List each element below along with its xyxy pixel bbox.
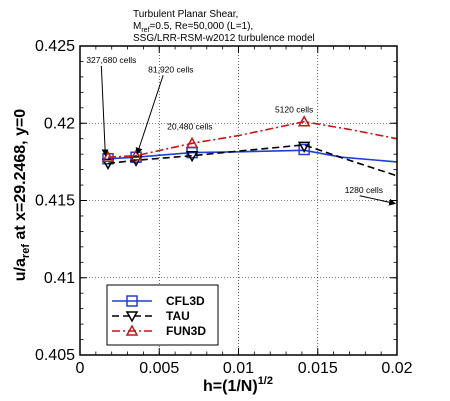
series-fun3d <box>101 115 398 162</box>
data-point-cfl3d <box>298 143 310 156</box>
series-line-tau <box>107 144 398 177</box>
title-line-2: Mref=0.5, Re=50,000 (L=1), <box>133 21 253 34</box>
data-point-fun3d <box>185 136 199 149</box>
legend-label-fun3d: FUN3D <box>166 324 206 338</box>
y-tick-label: 0.41 <box>44 270 75 287</box>
legend-entry-fun3d: FUN3D <box>112 324 206 338</box>
annotation-arrow <box>359 195 397 206</box>
data-point-tau <box>101 158 115 170</box>
y-tick-label: 0.415 <box>35 193 75 210</box>
annotation: 1280 cells <box>345 185 397 206</box>
legend-label-cfl3d: CFL3D <box>166 294 205 308</box>
y-tick-label: 0.42 <box>44 115 75 132</box>
x-tick-label: 0.005 <box>139 360 179 377</box>
x-tick-label: 0.015 <box>298 360 338 377</box>
annotation-label: 81,920 cells <box>148 64 193 74</box>
legend-marker-tau <box>125 311 139 323</box>
title-line-3: SSG/LRR-RSM-w2012 turbulence model <box>133 33 315 44</box>
x-axis-label: h=(1/N)1/2 <box>203 375 273 395</box>
annotation-label: 1280 cells <box>345 185 383 195</box>
x-tick-label: 0 <box>76 360 85 377</box>
annotation: 327,680 cells <box>86 55 136 157</box>
data-point-fun3d <box>297 115 311 127</box>
annotation-label: 327,680 cells <box>86 55 136 65</box>
data-point-tau <box>185 150 199 163</box>
annotation-arrow <box>135 75 164 155</box>
legend-marker-cfl3d <box>126 295 138 307</box>
x-tick-label: 0.02 <box>381 360 412 377</box>
title-line-1: Turbulent Planar Shear, <box>133 9 238 20</box>
annotations: 327,680 cells 81,920 cells 20,480 cells 512… <box>86 55 397 206</box>
series <box>101 115 398 177</box>
plot-frame <box>79 45 398 356</box>
legend-entry-cfl3d: CFL3D <box>112 294 205 308</box>
data-point-fun3d <box>101 150 115 162</box>
legend-entry-tau: TAU <box>112 309 190 323</box>
annotation: 20,480 cells <box>167 121 212 131</box>
annotation-arrow <box>100 65 109 157</box>
y-tick-labels: 0.405 0.41 0.415 0.42 0.425 <box>35 38 75 364</box>
annotation: 5120 cells <box>275 104 313 114</box>
y-tick-label: 0.425 <box>35 38 75 55</box>
annotation-label: 5120 cells <box>275 104 313 114</box>
legend-box <box>106 284 219 346</box>
x-tick-label: 0.01 <box>223 360 254 377</box>
legend-marker-fun3d <box>125 324 139 336</box>
y-tick-label: 0.405 <box>35 347 75 364</box>
series-tau <box>101 141 398 177</box>
data-point-tau <box>297 141 311 153</box>
chart-title: Turbulent Planar Shear, Mref=0.5, Re=50,… <box>133 9 315 44</box>
annotation: 81,920 cells <box>135 64 194 155</box>
x-tick-labels: 0 0.005 0.01 0.015 0.02 <box>76 360 413 377</box>
annotation-label: 20,480 cells <box>167 121 212 131</box>
series-line-fun3d <box>107 120 398 158</box>
y-axis-label: u/aref at x=29.2468, y=0 <box>12 109 32 282</box>
legend-label-tau: TAU <box>166 309 190 323</box>
data-point-fun3d <box>129 149 143 161</box>
